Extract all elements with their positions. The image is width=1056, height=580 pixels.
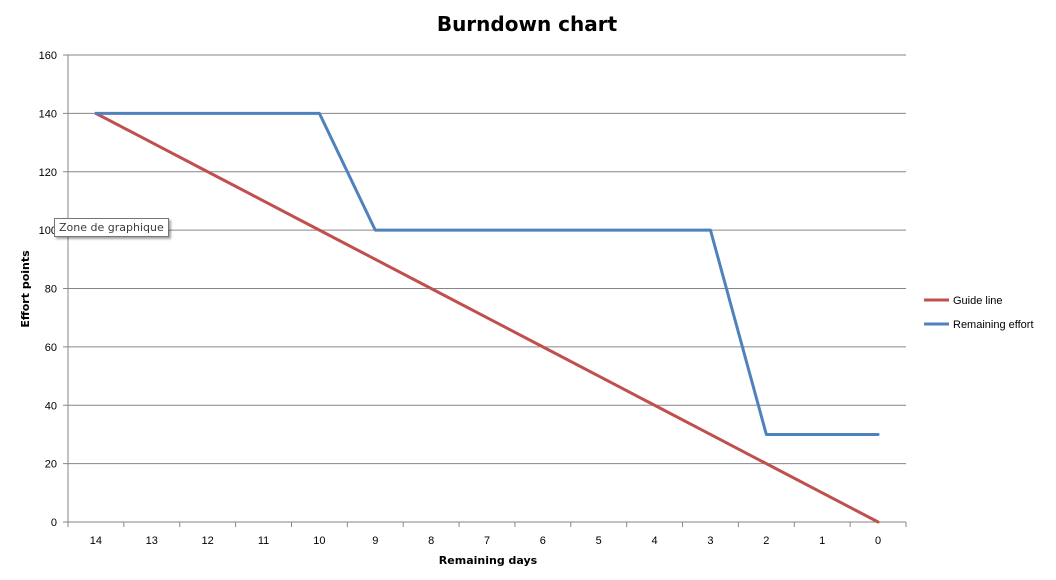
x-tick-label: 1 <box>819 535 825 547</box>
series-lines <box>94 111 880 524</box>
x-tick-label: 2 <box>763 535 769 547</box>
legend-entry: Remaining effort <box>953 319 1034 331</box>
x-tick-label: 8 <box>428 535 434 547</box>
series-line-remaining-effort[interactable] <box>94 111 880 436</box>
y-axis-ticks: 0 20 40 60 80 100 120 140 160 <box>39 50 68 529</box>
gridlines <box>68 54 906 465</box>
x-tick-label: 11 <box>258 535 269 547</box>
x-tick-label: 10 <box>313 535 325 547</box>
series-line-guide-line[interactable] <box>94 111 880 524</box>
x-axis-ticks: 14 13 12 11 10 9 8 7 6 5 4 3 2 1 0 <box>67 522 907 547</box>
y-tick-label: 160 <box>39 50 57 62</box>
x-tick-label: 3 <box>707 535 713 547</box>
legend: Guide line Remaining effort <box>924 295 1034 331</box>
y-tick-label: 0 <box>51 517 57 529</box>
y-tick-label: 80 <box>45 284 57 296</box>
x-axis-label: Remaining days <box>439 554 538 567</box>
x-tick-label: 6 <box>540 535 546 547</box>
y-tick-label: 60 <box>45 342 57 354</box>
x-tick-label: 12 <box>202 535 214 547</box>
y-tick-label: 40 <box>45 400 57 412</box>
x-tick-label: 13 <box>146 535 158 547</box>
y-tick-label: 120 <box>39 167 57 179</box>
y-axis-label: Effort points <box>19 250 32 328</box>
x-tick-label: 14 <box>90 535 102 547</box>
chart-title: Burndown chart <box>437 12 618 36</box>
x-tick-label: 0 <box>875 535 881 547</box>
y-tick-label: 20 <box>45 459 57 471</box>
x-tick-label: 5 <box>596 535 602 547</box>
y-tick-label: 140 <box>39 108 57 120</box>
legend-entry: Guide line <box>953 295 1003 307</box>
x-tick-label: 4 <box>652 535 658 547</box>
chart-area-tooltip: Zone de graphique <box>54 218 169 237</box>
x-tick-label: 9 <box>372 535 378 547</box>
y-tick-label: 100 <box>39 225 57 237</box>
x-tick-label: 7 <box>484 535 490 547</box>
